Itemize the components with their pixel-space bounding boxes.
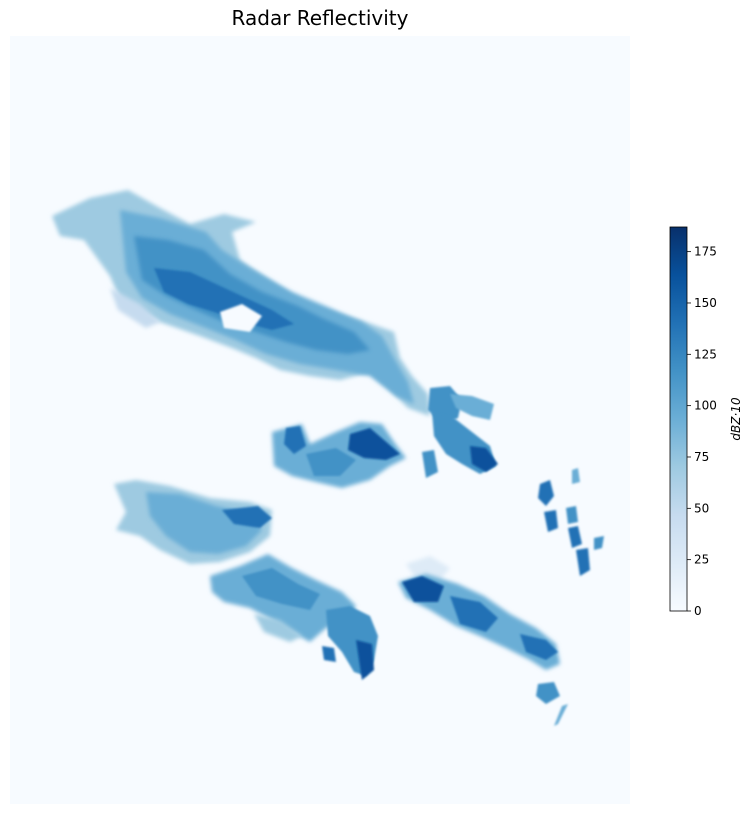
echo-cell	[572, 468, 580, 484]
echo-cell	[242, 568, 320, 610]
echo-cell	[306, 448, 356, 476]
colorbar: 0 25 50 75 100 125 150 175 dBZ·10	[669, 226, 743, 618]
colorbar-tick-label: 0	[694, 604, 702, 618]
echo-cell	[146, 492, 262, 554]
colorbar-tick-label: 125	[694, 347, 717, 361]
echo-band-southwest	[114, 480, 378, 680]
chart-title: Radar Reflectivity	[231, 6, 409, 30]
colorbar-ticks: 0 25 50 75 100 125 150 175	[687, 245, 717, 618]
colorbar-label: dBZ·10	[729, 397, 743, 441]
map-background	[10, 36, 630, 804]
echo-cell	[544, 510, 558, 532]
echo-cell	[284, 426, 306, 454]
echo-cell	[402, 576, 444, 602]
echo-cell	[406, 556, 450, 580]
echo-cell	[576, 548, 590, 576]
echo-cell	[566, 506, 578, 524]
echo-cell	[134, 236, 370, 354]
echo-cell	[220, 304, 262, 332]
echo-band-northwest	[52, 190, 494, 424]
echo-cell	[470, 446, 498, 472]
echo-cell	[450, 394, 494, 420]
colorbar-tick-label: 100	[694, 399, 717, 413]
echo-cell	[450, 596, 498, 632]
echo-cell	[110, 288, 160, 328]
echo-cell	[554, 704, 568, 726]
echo-cell	[254, 614, 302, 642]
echo-cell	[322, 646, 336, 662]
echo-cell	[538, 480, 554, 506]
colorbar-tick-label: 75	[694, 450, 709, 464]
echo-cell	[520, 634, 558, 660]
colorbar-tick-label: 25	[694, 553, 709, 567]
colorbar-tick-label: 175	[694, 245, 717, 259]
colorbar-tick-label: 50	[694, 501, 709, 515]
colorbar-fill	[669, 226, 688, 612]
echo-cell	[348, 428, 400, 460]
echo-cell	[594, 536, 604, 550]
echo-cell	[536, 682, 560, 704]
echo-band-southeast	[398, 468, 604, 726]
radar-reflectivity-map	[10, 36, 630, 804]
echo-band-middle	[272, 412, 498, 488]
echo-cell	[422, 450, 438, 478]
echo-cell	[222, 506, 272, 528]
echo-cell	[356, 640, 374, 680]
colorbar-tick-label: 150	[694, 296, 717, 310]
echo-cell	[568, 526, 582, 548]
